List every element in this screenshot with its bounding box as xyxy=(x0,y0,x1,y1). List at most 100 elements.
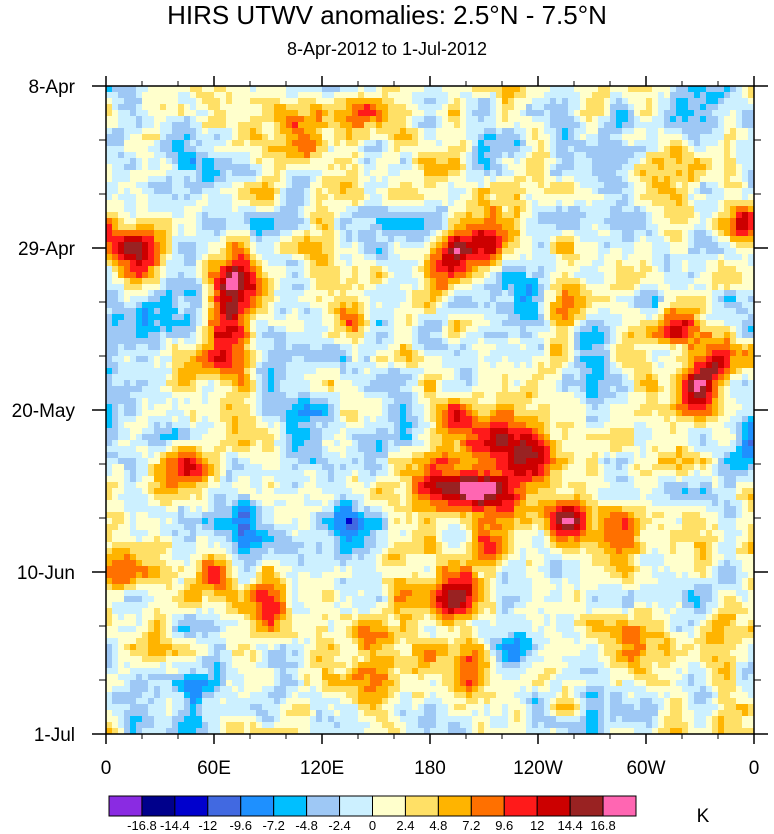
field-cell xyxy=(502,248,509,255)
field-cell xyxy=(286,104,293,111)
field-cell xyxy=(598,254,605,261)
field-cell xyxy=(256,116,263,123)
field-cell xyxy=(352,338,359,345)
field-cell xyxy=(436,308,443,315)
field-cell xyxy=(322,218,329,225)
field-cell xyxy=(394,314,401,321)
field-cell xyxy=(652,248,659,255)
field-cell xyxy=(502,290,509,297)
field-cell xyxy=(520,170,527,177)
field-cell xyxy=(328,230,335,237)
field-cell xyxy=(178,146,185,153)
field-cell xyxy=(196,200,203,207)
field-cell xyxy=(328,146,335,153)
field-cell xyxy=(292,104,299,111)
field-cell xyxy=(442,332,449,339)
field-cell xyxy=(556,176,563,183)
field-cell xyxy=(586,230,593,237)
field-cell xyxy=(448,350,455,357)
field-cell xyxy=(112,206,119,213)
field-cell xyxy=(490,350,497,357)
field-cell xyxy=(160,254,167,261)
field-cell xyxy=(244,194,251,201)
field-cell xyxy=(190,134,197,141)
field-cell xyxy=(184,284,191,291)
field-cell xyxy=(472,254,479,261)
field-cell xyxy=(520,242,527,249)
field-cell xyxy=(112,260,119,267)
field-cell xyxy=(406,122,413,129)
field-cell xyxy=(214,182,221,189)
field-cell xyxy=(244,284,251,291)
field-cell xyxy=(736,170,743,177)
field-cell xyxy=(184,200,191,207)
field-cell xyxy=(550,284,557,291)
field-cell xyxy=(112,86,119,93)
field-cell xyxy=(490,152,497,159)
field-cell xyxy=(208,266,215,273)
field-cell xyxy=(262,188,269,195)
field-cell xyxy=(274,308,281,315)
field-cell xyxy=(526,308,533,315)
field-cell xyxy=(304,236,311,243)
field-cell xyxy=(376,266,383,273)
field-cell xyxy=(376,236,383,243)
field-cell xyxy=(670,194,677,201)
field-cell xyxy=(658,164,665,171)
field-cell xyxy=(526,110,533,117)
field-cell xyxy=(466,356,473,363)
field-cell xyxy=(742,128,749,135)
field-cell xyxy=(298,284,305,291)
field-cell xyxy=(322,302,329,309)
field-cell xyxy=(256,164,263,171)
field-cell xyxy=(658,278,665,285)
field-cell xyxy=(304,308,311,315)
field-cell xyxy=(484,278,491,285)
field-cell xyxy=(478,278,485,285)
field-cell xyxy=(358,338,365,345)
field-cell xyxy=(358,140,365,147)
field-cell xyxy=(742,164,749,171)
field-cell xyxy=(496,98,503,105)
field-cell xyxy=(718,164,725,171)
field-cell xyxy=(520,224,527,231)
field-cell xyxy=(682,116,689,123)
field-cell xyxy=(268,344,275,351)
field-cell xyxy=(412,332,419,339)
field-cell xyxy=(238,152,245,159)
field-cell xyxy=(334,278,341,285)
field-cell xyxy=(592,110,599,117)
field-cell xyxy=(736,272,743,279)
field-cell xyxy=(502,218,509,225)
field-cell xyxy=(454,194,461,201)
field-cell xyxy=(562,260,569,267)
field-cell xyxy=(658,122,665,129)
field-cell xyxy=(202,272,209,279)
field-cell xyxy=(436,140,443,147)
field-cell xyxy=(148,104,155,111)
field-cell xyxy=(328,170,335,177)
field-cell xyxy=(118,140,125,147)
field-cell xyxy=(544,170,551,177)
field-cell xyxy=(178,242,185,249)
field-cell xyxy=(232,176,239,183)
field-cell xyxy=(118,284,125,291)
field-cell xyxy=(340,86,347,93)
field-cell xyxy=(412,206,419,213)
field-cell xyxy=(628,146,635,153)
field-cell xyxy=(106,338,113,345)
field-cell xyxy=(442,236,449,243)
field-cell xyxy=(328,356,335,363)
field-cell xyxy=(112,230,119,237)
field-cell xyxy=(496,206,503,213)
field-cell xyxy=(562,128,569,135)
field-cell xyxy=(226,146,233,153)
field-cell xyxy=(406,224,413,231)
field-cell xyxy=(628,200,635,207)
field-cell xyxy=(298,170,305,177)
field-cell xyxy=(208,260,215,267)
field-cell xyxy=(256,260,263,267)
field-cell xyxy=(394,278,401,285)
field-cell xyxy=(736,278,743,285)
field-cell xyxy=(580,128,587,135)
